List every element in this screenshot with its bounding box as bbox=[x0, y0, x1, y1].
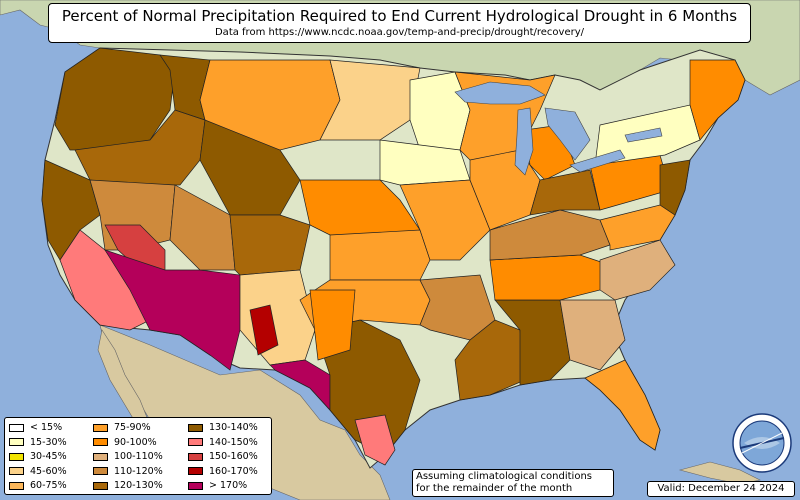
legend-label: 130-140% bbox=[209, 422, 258, 433]
legend-label: 150-160% bbox=[209, 451, 258, 462]
legend-label: 45-60% bbox=[30, 465, 67, 477]
legend-swatch bbox=[93, 467, 108, 475]
legend-label: < 15% bbox=[30, 422, 63, 433]
legend: < 15% 15-30% 30-45% 45-60% 60-75% 75-90% 90-10… bbox=[4, 417, 272, 495]
region-dakotas bbox=[319, 59, 421, 141]
legend-item: > 170% bbox=[188, 479, 247, 492]
region-maryland-de bbox=[659, 159, 691, 216]
cuba-landmass bbox=[678, 461, 761, 485]
region-pacific-nw bbox=[54, 47, 176, 151]
map-subtitle: Data from https://www.ncdc.noaa.gov/temp… bbox=[214, 27, 585, 38]
lake-michigan bbox=[514, 107, 534, 176]
region-texas-south bbox=[354, 414, 396, 466]
legend-swatch bbox=[9, 467, 24, 475]
legend-swatch bbox=[93, 452, 108, 461]
lake-huron bbox=[544, 107, 591, 161]
legend-label: 100-110% bbox=[114, 451, 163, 462]
map-title: Percent of Normal Precipitation Required… bbox=[61, 7, 738, 25]
legend-swatch bbox=[188, 481, 203, 490]
region-georgia bbox=[559, 299, 626, 371]
legend-label: 110-120% bbox=[114, 465, 163, 477]
legend-swatch bbox=[93, 481, 108, 490]
legend-label: 140-150% bbox=[209, 436, 258, 448]
region-southwest bbox=[104, 249, 241, 371]
legend-swatch bbox=[188, 467, 203, 475]
legend-label: 120-130% bbox=[114, 480, 163, 491]
legend-swatch bbox=[9, 438, 24, 446]
title-box: Percent of Normal Precipitation Required… bbox=[48, 3, 751, 43]
legend-swatch bbox=[9, 481, 24, 490]
region-texas-central bbox=[314, 319, 421, 456]
note-line-2: for the remainder of the month bbox=[416, 483, 573, 494]
legend-item: 75-90% bbox=[93, 421, 151, 434]
legend-swatch bbox=[9, 423, 24, 432]
legend-label: 60-75% bbox=[30, 480, 67, 491]
region-nm-red bbox=[249, 304, 279, 356]
nexlab-logo bbox=[732, 413, 792, 473]
legend-swatch bbox=[93, 438, 108, 446]
legend-label: 90-100% bbox=[114, 436, 157, 448]
legend-item: 160-170% bbox=[188, 465, 258, 478]
region-utah bbox=[169, 184, 236, 271]
note-line-1: Assuming climatological conditions bbox=[416, 471, 592, 482]
region-colorado bbox=[229, 214, 311, 276]
legend-item: 130-140% bbox=[188, 421, 258, 434]
legend-swatch bbox=[93, 423, 108, 432]
legend-label: 30-45% bbox=[30, 451, 67, 462]
region-kansas bbox=[329, 229, 431, 281]
legend-label: 160-170% bbox=[209, 465, 258, 477]
legend-item: 120-130% bbox=[93, 479, 163, 492]
region-new-england bbox=[689, 59, 746, 141]
legend-item: 15-30% bbox=[9, 436, 67, 449]
legend-item: 90-100% bbox=[93, 436, 157, 449]
legend-item: 140-150% bbox=[188, 436, 258, 449]
legend-item: 100-110% bbox=[93, 450, 163, 463]
legend-item: < 15% bbox=[9, 421, 62, 434]
legend-label: 15-30% bbox=[30, 436, 67, 448]
region-oklahoma-west bbox=[309, 289, 356, 361]
legend-label: > 170% bbox=[209, 480, 248, 491]
legend-swatch bbox=[9, 452, 24, 461]
region-arkansas bbox=[419, 274, 496, 341]
legend-item: 150-160% bbox=[188, 450, 258, 463]
valid-date: Valid: December 24 2024 bbox=[647, 481, 795, 497]
lake-erie bbox=[569, 149, 626, 173]
legend-swatch bbox=[188, 438, 203, 446]
region-florida bbox=[584, 359, 661, 451]
legend-swatch bbox=[188, 423, 203, 432]
legend-item: 110-120% bbox=[93, 465, 163, 478]
lake-superior bbox=[454, 81, 546, 105]
legend-item: 45-60% bbox=[9, 465, 67, 478]
legend-item: 30-45% bbox=[9, 450, 67, 463]
legend-item: 60-75% bbox=[9, 479, 67, 492]
lake-ontario bbox=[624, 127, 663, 143]
legend-label: 75-90% bbox=[114, 422, 151, 433]
region-louisiana bbox=[454, 319, 526, 401]
legend-swatch bbox=[188, 452, 203, 461]
climatology-note: Assuming climatological conditions for t… bbox=[412, 469, 614, 497]
